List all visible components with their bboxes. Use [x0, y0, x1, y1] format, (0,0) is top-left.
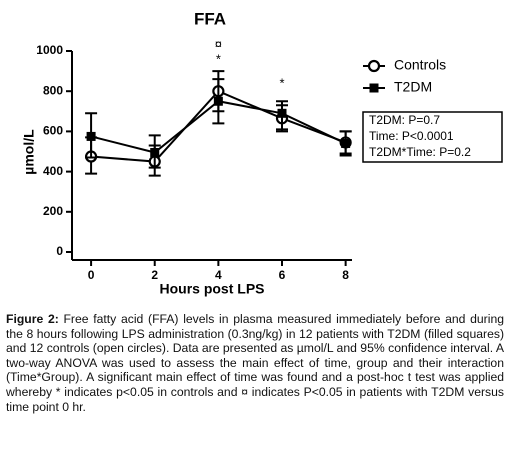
chart: FFA µmol/L Hours post LPS 0 200 400 600 800 1… [21, 9, 503, 297]
y-tick-label: 800 [43, 83, 63, 97]
legend-label: T2DM [394, 79, 432, 95]
legend-marker [369, 83, 379, 93]
chart-title: FFA [194, 9, 226, 28]
y-tick-label: 1000 [36, 43, 63, 57]
caption-text: Free fatty acid (FFA) levels in plasma m… [6, 312, 504, 414]
legend-marker [367, 59, 381, 73]
y-tick-label: 200 [43, 204, 63, 218]
x-axis-label: Hours post LPS [159, 281, 264, 297]
y-tick-label: 400 [43, 164, 63, 178]
stats-box [362, 111, 503, 163]
x-tick-label: 0 [88, 268, 95, 282]
y-tick-label: 600 [43, 124, 63, 138]
x-tick-label: 8 [342, 268, 349, 282]
data-point [150, 148, 160, 158]
data-point [213, 96, 223, 106]
caption-label: Figure 2: [6, 312, 59, 326]
annotation: ¤ [215, 36, 222, 51]
y-tick-label: 0 [56, 244, 63, 258]
caption: Figure 2: Free fatty acid (FFA) levels i… [6, 312, 504, 414]
y-axis-label: µmol/L [21, 129, 37, 175]
x-tick-label: 6 [279, 268, 286, 282]
data-point [86, 131, 96, 141]
data-point [341, 138, 351, 148]
data-point [277, 108, 287, 118]
stats-line: T2DM: P=0.7 [369, 113, 440, 127]
annotation: * [216, 51, 221, 66]
x-tick-label: 4 [215, 268, 222, 282]
x-tick-label: 2 [151, 268, 158, 282]
annotation: * [279, 75, 284, 90]
stats-line: T2DM*Time: P=0.2 [369, 145, 471, 159]
legend-label: Controls [394, 57, 446, 73]
stats-line: Time: P<0.0001 [369, 129, 454, 143]
